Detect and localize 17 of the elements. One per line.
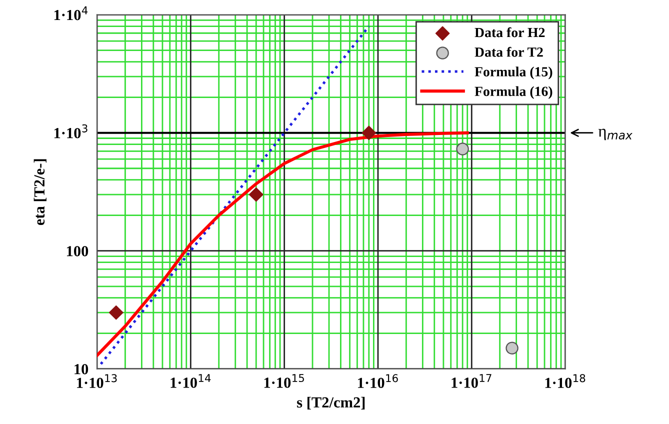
y-tick-label: 100 <box>66 246 88 256</box>
x-axis-title: s [T2/cm2] <box>297 396 365 410</box>
legend-label: Data for T2 <box>474 46 543 57</box>
y-tick-label: 1·10$^{4}$ <box>54 6 88 20</box>
x-tick-label: 1·10$^{16}$ <box>358 374 398 388</box>
ref-line-label: η$_{max}$ <box>598 128 632 140</box>
y-tick-label: 1·10$^{3}$ <box>54 124 88 138</box>
x-tick-label: 1·10$^{18}$ <box>545 374 586 388</box>
x-tick-label: 1·10$^{17}$ <box>452 374 492 388</box>
legend-label: Formula (15) <box>474 66 552 80</box>
y-tick-label: 10 <box>74 364 88 374</box>
y-axis-title: eta [T2/e-] <box>34 159 46 226</box>
x-tick-label: 1·10$^{13}$ <box>77 374 117 388</box>
x-tick-label: 1·10$^{14}$ <box>170 374 211 388</box>
legend-label: Formula (16) <box>474 86 552 99</box>
x-tick-label: 1·10$^{15}$ <box>264 374 304 388</box>
legend-label: Data for H2 <box>474 27 545 38</box>
